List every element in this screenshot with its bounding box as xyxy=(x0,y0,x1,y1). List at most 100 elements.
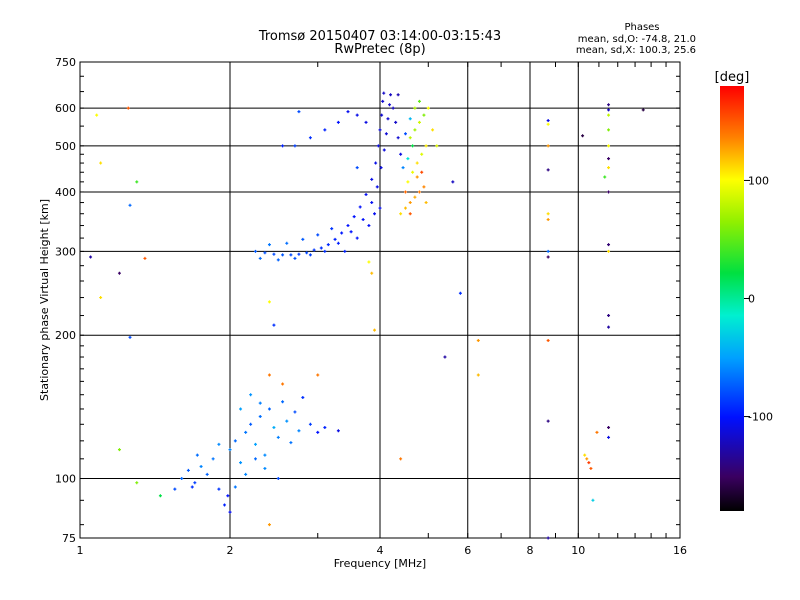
x-tick-label: 2 xyxy=(227,544,234,557)
y-tick-label: 75 xyxy=(62,532,76,545)
stats-line-x: mean, sd,X: 100.3, 25.6 xyxy=(576,45,696,56)
data-point xyxy=(308,422,312,426)
data-point xyxy=(585,457,589,461)
y-tick-label: 750 xyxy=(55,56,76,69)
data-point xyxy=(396,136,400,140)
data-point xyxy=(228,510,232,514)
data-point xyxy=(373,328,377,332)
data-point xyxy=(333,237,337,241)
data-point xyxy=(263,466,267,470)
data-point xyxy=(267,407,271,411)
data-point xyxy=(323,249,327,253)
data-point xyxy=(281,382,285,386)
data-point xyxy=(301,395,305,399)
data-point xyxy=(591,498,595,502)
data-point xyxy=(95,113,99,117)
data-point xyxy=(180,477,184,481)
data-point xyxy=(239,407,243,411)
data-point xyxy=(399,152,403,156)
data-point xyxy=(408,117,412,121)
data-point xyxy=(546,338,550,342)
data-point xyxy=(546,168,550,172)
data-point xyxy=(281,253,285,257)
data-point xyxy=(417,120,421,124)
data-point xyxy=(297,252,301,256)
data-point xyxy=(607,425,611,429)
data-point xyxy=(272,425,276,429)
x-tick-label: 10 xyxy=(571,544,585,557)
data-point xyxy=(546,218,550,222)
data-point xyxy=(378,206,382,210)
data-point xyxy=(476,373,480,377)
data-point xyxy=(267,373,271,377)
data-point xyxy=(408,136,412,140)
data-point xyxy=(607,166,611,170)
data-point xyxy=(253,457,257,461)
data-point xyxy=(426,106,430,110)
data-point xyxy=(374,161,378,165)
data-point xyxy=(355,166,359,170)
data-point xyxy=(595,430,599,434)
data-point xyxy=(415,161,419,165)
data-point xyxy=(364,120,368,124)
data-point xyxy=(607,325,611,329)
data-point xyxy=(267,243,271,247)
data-point xyxy=(451,180,455,184)
data-point xyxy=(607,157,611,161)
data-point xyxy=(99,161,103,165)
data-point xyxy=(267,300,271,304)
data-point xyxy=(382,91,386,95)
data-point xyxy=(249,393,253,397)
data-point xyxy=(263,251,267,255)
data-point xyxy=(607,144,611,148)
grid xyxy=(80,62,680,538)
data-point xyxy=(380,113,384,117)
x-axis-label: Frequency [MHz] xyxy=(334,557,426,570)
data-point xyxy=(415,175,419,179)
data-point xyxy=(89,255,93,259)
data-point xyxy=(249,422,253,426)
data-point xyxy=(253,442,257,446)
data-point xyxy=(336,429,340,433)
data-point xyxy=(411,170,415,174)
colorbar-label: [deg] xyxy=(715,70,750,85)
data-point xyxy=(223,503,227,507)
data-point xyxy=(158,494,162,498)
data-point xyxy=(276,258,280,262)
data-point xyxy=(546,119,550,123)
data-point xyxy=(128,335,132,339)
data-point xyxy=(546,212,550,216)
data-point xyxy=(211,457,215,461)
data-point xyxy=(281,144,285,148)
data-point xyxy=(276,477,280,481)
data-point xyxy=(420,152,424,156)
data-point xyxy=(583,453,587,457)
data-point xyxy=(293,410,297,414)
data-point xyxy=(343,249,347,253)
data-point xyxy=(408,201,412,205)
data-point xyxy=(226,494,230,498)
data-point xyxy=(546,122,550,126)
data-point xyxy=(376,144,380,148)
data-point xyxy=(406,157,410,161)
data-point xyxy=(370,271,374,275)
data-point xyxy=(285,419,289,423)
data-point xyxy=(375,185,379,189)
data-point xyxy=(435,144,439,148)
x-tick-label: 8 xyxy=(527,544,534,557)
data-point xyxy=(316,430,320,434)
data-point xyxy=(424,201,428,205)
data-point xyxy=(389,93,393,97)
data-point xyxy=(355,236,359,240)
data-point xyxy=(289,441,293,445)
data-point xyxy=(607,113,611,117)
data-point xyxy=(233,485,237,489)
data-point xyxy=(443,355,447,359)
data-point xyxy=(316,373,320,377)
data-point xyxy=(117,448,121,452)
y-tick-label: 500 xyxy=(55,140,76,153)
data-point xyxy=(217,442,221,446)
data-point xyxy=(285,241,289,245)
data-point xyxy=(396,93,400,97)
data-point xyxy=(367,260,371,264)
